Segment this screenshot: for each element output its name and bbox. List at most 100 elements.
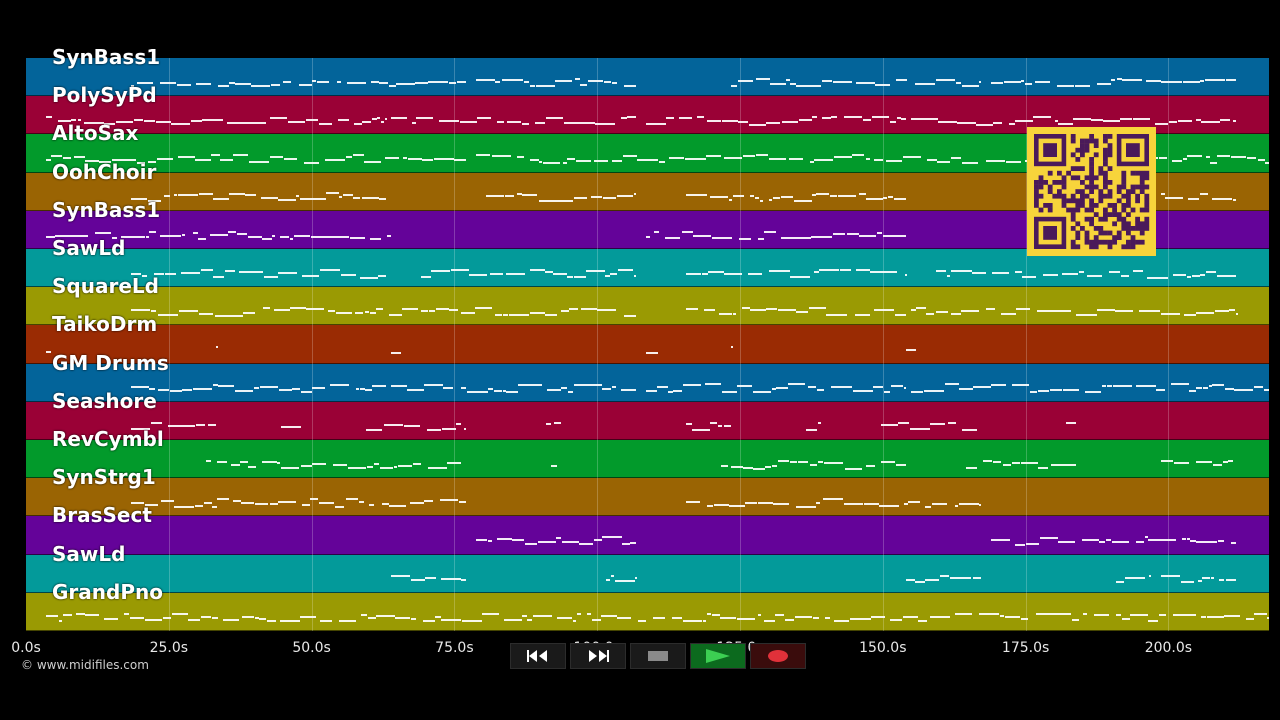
note	[947, 422, 957, 425]
rewind-button[interactable]	[510, 643, 566, 669]
play-button[interactable]	[690, 643, 746, 669]
note	[171, 612, 188, 615]
track-lane	[26, 249, 1269, 288]
note	[756, 78, 770, 81]
note	[770, 83, 786, 86]
note	[717, 425, 723, 428]
note	[972, 577, 981, 580]
note	[131, 427, 151, 430]
note	[773, 503, 789, 506]
note	[1136, 541, 1145, 544]
note	[402, 308, 419, 311]
note	[786, 78, 790, 81]
note	[757, 614, 762, 617]
note	[260, 197, 278, 200]
note	[852, 154, 864, 157]
note	[147, 199, 161, 202]
note	[279, 619, 300, 622]
note	[1161, 81, 1183, 84]
note	[136, 162, 146, 165]
note	[192, 232, 198, 235]
fast-forward-button[interactable]	[570, 643, 626, 669]
note	[1035, 81, 1050, 84]
note	[1124, 577, 1146, 580]
note	[458, 500, 466, 503]
note	[198, 238, 207, 241]
note	[121, 236, 140, 239]
note	[1014, 270, 1022, 273]
note	[259, 618, 267, 621]
note	[312, 387, 317, 390]
note	[460, 386, 467, 389]
note	[837, 195, 856, 198]
note	[1218, 578, 1224, 581]
note	[111, 237, 118, 240]
track-label: SynBass1	[52, 45, 161, 69]
note	[1196, 386, 1203, 389]
note	[1253, 386, 1264, 389]
note	[575, 77, 580, 80]
note	[904, 274, 907, 277]
note	[1120, 117, 1133, 120]
note	[234, 390, 254, 393]
note	[262, 237, 272, 240]
note	[597, 308, 617, 311]
note	[993, 121, 1002, 124]
stop-button[interactable]	[630, 643, 686, 669]
note	[576, 612, 581, 615]
note	[926, 158, 937, 161]
note	[435, 616, 441, 619]
note	[925, 579, 940, 582]
note	[426, 429, 442, 432]
note	[176, 84, 192, 87]
track-lane	[26, 325, 1269, 364]
note	[523, 81, 530, 84]
note	[302, 274, 309, 277]
note	[724, 425, 731, 428]
note	[200, 269, 213, 272]
note	[272, 234, 276, 237]
note	[326, 192, 339, 195]
note	[391, 385, 407, 388]
note	[843, 116, 863, 119]
note	[911, 308, 916, 311]
note	[1051, 309, 1072, 312]
note	[1181, 537, 1187, 540]
record-button[interactable]	[750, 643, 806, 669]
note	[796, 505, 816, 508]
note	[782, 121, 799, 124]
track-label: OohChoir	[52, 159, 157, 184]
note	[330, 384, 349, 387]
note	[212, 383, 218, 386]
note	[580, 307, 597, 310]
note	[1225, 78, 1236, 81]
note	[278, 199, 296, 202]
fast-forward-icon	[589, 650, 609, 662]
gridline	[454, 58, 456, 631]
note	[1099, 540, 1106, 543]
note	[906, 348, 916, 351]
note	[797, 461, 808, 464]
note	[1022, 275, 1037, 278]
note	[719, 313, 733, 316]
note	[1029, 391, 1038, 394]
note	[131, 502, 145, 505]
note	[586, 269, 605, 272]
note	[574, 276, 586, 279]
note	[1155, 123, 1169, 126]
note	[778, 309, 796, 312]
note	[1106, 385, 1113, 388]
note	[182, 389, 193, 392]
note	[985, 159, 1006, 162]
note	[622, 155, 637, 158]
note	[1078, 271, 1085, 274]
track-label: GM Drums	[52, 350, 169, 375]
note	[310, 498, 319, 501]
note	[318, 122, 332, 125]
note	[224, 270, 235, 273]
note	[706, 613, 712, 615]
note	[846, 233, 859, 236]
note	[269, 155, 284, 158]
note	[1014, 543, 1026, 546]
note	[1214, 309, 1229, 312]
